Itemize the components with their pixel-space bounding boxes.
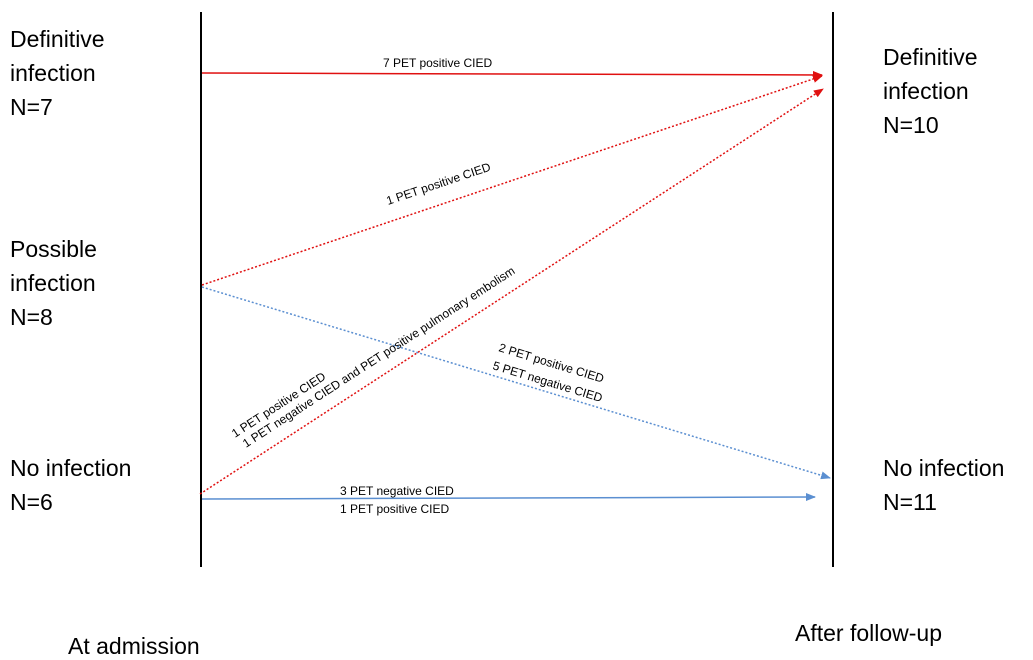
- right-group-definitive-line1: Definitive: [883, 44, 978, 70]
- label-definitive-to-definitive: 7 PET positive CIED: [383, 56, 492, 70]
- left-group-none-line1: No infection: [10, 455, 132, 481]
- admission-timeline-line: [200, 12, 202, 567]
- left-group-definitive: Definitive infection N=7: [10, 22, 105, 124]
- right-group-none-count: N=11: [883, 489, 937, 515]
- left-group-definitive-line2: infection: [10, 60, 96, 86]
- right-group-definitive-count: N=10: [883, 112, 939, 138]
- label-none-to-none-2: 1 PET positive CIED: [340, 502, 449, 516]
- arrow-none-to-none: [201, 493, 816, 502]
- left-group-none-count: N=6: [10, 489, 53, 515]
- left-group-possible-count: N=8: [10, 304, 53, 330]
- left-group-definitive-line1: Definitive: [10, 26, 105, 52]
- followup-timeline-line: [832, 12, 834, 567]
- footer-at-admission: At admission: [68, 633, 200, 659]
- right-group-none: No infection N=11: [883, 451, 1004, 519]
- right-group-definitive-line2: infection: [883, 78, 969, 104]
- label-none-to-none-1: 3 PET negative CIED: [340, 484, 454, 498]
- right-group-none-line1: No infection: [883, 455, 1005, 481]
- arrow-definitive-to-definitive: [201, 70, 823, 79]
- left-group-definitive-count: N=7: [10, 94, 53, 120]
- left-group-possible: Possible infection N=8: [10, 232, 97, 334]
- left-group-possible-line1: Possible: [10, 236, 97, 262]
- arrow-possible-to-none: [201, 286, 831, 480]
- arrow-possible-to-definitive: [201, 75, 823, 286]
- footer-after-followup: After follow-up: [795, 620, 943, 646]
- label-possible-to-definitive: 1 PET positive CIED: [384, 160, 492, 208]
- left-group-possible-line2: infection: [10, 270, 96, 296]
- label-none-to-definitive-2: 1 PET negative CIED and PET positive pul…: [240, 264, 517, 451]
- left-group-none: No infection N=6: [10, 451, 131, 519]
- arrow-none-to-definitive: [199, 88, 824, 495]
- right-group-definitive: Definitive infection N=10: [883, 40, 978, 142]
